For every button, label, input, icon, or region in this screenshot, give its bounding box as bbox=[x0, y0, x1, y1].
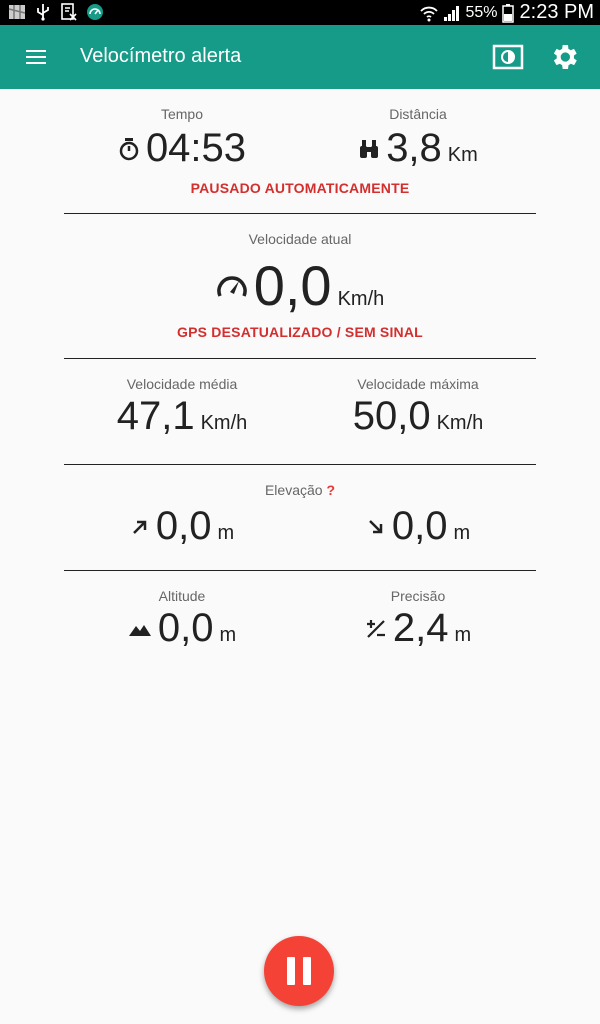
plus-minus-icon bbox=[366, 619, 385, 638]
elevation-label: Elevação bbox=[264, 482, 323, 498]
elevation-header: Elevação ? bbox=[64, 482, 536, 498]
app-bar: Velocímetro alerta bbox=[0, 25, 600, 89]
system-status: 55% 2:23 PM bbox=[419, 0, 594, 25]
time-label: Tempo bbox=[160, 106, 204, 122]
precision-block: Precisão 2,4 m bbox=[300, 588, 536, 651]
brightness-button[interactable] bbox=[492, 43, 524, 71]
avg-speed-label: Velocidade média bbox=[126, 376, 238, 392]
speedometer-app-icon bbox=[87, 4, 103, 20]
mountain-icon bbox=[128, 624, 151, 636]
elevation-down-block: 0,0 m bbox=[300, 504, 536, 549]
prescription-icon bbox=[61, 3, 77, 21]
speed-stats-section: Velocidade média 47,1 Km/h Velocidade má… bbox=[64, 376, 536, 456]
usb-icon bbox=[37, 4, 49, 21]
divider bbox=[64, 358, 536, 359]
distance-block: Distância 3,8 Km bbox=[300, 106, 536, 171]
arrow-up-right-icon bbox=[132, 520, 147, 534]
elevation-down-unit: m bbox=[453, 522, 471, 544]
arrow-down-right-icon bbox=[368, 519, 383, 533]
signal-icon bbox=[444, 5, 460, 21]
current-speed-unit: Km/h bbox=[337, 288, 385, 310]
altitude-precision-section: Altitude 0,0 m Precisão 2,4 m bbox=[64, 588, 536, 668]
divider bbox=[64, 213, 536, 214]
altitude-unit: m bbox=[219, 624, 237, 646]
max-speed-block: Velocidade máxima 50,0 Km/h bbox=[300, 376, 536, 439]
stopwatch-icon bbox=[119, 137, 139, 160]
battery-icon bbox=[501, 3, 514, 23]
clock: 2:23 PM bbox=[519, 1, 594, 23]
elevation-section: Elevação ? 0,0 m 0,0 m bbox=[64, 482, 536, 562]
status-bar: 55% 2:23 PM bbox=[0, 0, 600, 25]
pause-button[interactable] bbox=[264, 936, 334, 1006]
map-icon bbox=[8, 5, 26, 19]
question-icon[interactable]: ? bbox=[326, 482, 336, 498]
time-value: 04:53 bbox=[145, 126, 247, 170]
precision-value: 2,4 bbox=[392, 606, 449, 650]
distance-label: Distância bbox=[389, 106, 447, 122]
auto-pause-alert: PAUSADO AUTOMATICAMENTE bbox=[190, 180, 410, 196]
menu-button[interactable] bbox=[20, 45, 52, 69]
max-speed-label: Velocidade máxima bbox=[357, 376, 479, 392]
divider bbox=[64, 570, 536, 571]
pause-icon bbox=[287, 957, 295, 985]
battery-percent: 55% bbox=[465, 3, 498, 21]
max-speed-unit: Km/h bbox=[436, 412, 484, 434]
precision-unit: m bbox=[454, 624, 472, 646]
gps-alert: GPS DESATUALIZADO / SEM SINAL bbox=[177, 324, 423, 340]
app-title: Velocímetro alerta bbox=[80, 45, 242, 67]
distance-value: 3,8 bbox=[386, 126, 442, 170]
wifi-icon bbox=[420, 6, 439, 21]
binoculars-icon bbox=[360, 139, 379, 158]
settings-gear-icon[interactable] bbox=[548, 41, 580, 73]
elevation-up-unit: m bbox=[217, 522, 235, 544]
elevation-down-value: 0,0 bbox=[391, 504, 448, 548]
avg-speed-value: 47,1 bbox=[116, 394, 195, 438]
altitude-value: 0,0 bbox=[157, 606, 214, 650]
distance-unit: Km bbox=[447, 144, 478, 166]
time-block: Tempo 04:53 bbox=[64, 106, 300, 171]
current-speed-value: 0,0 bbox=[253, 254, 332, 317]
precision-label: Precisão bbox=[390, 588, 446, 604]
notification-icons bbox=[8, 3, 104, 21]
current-speed-section: Velocidade atual 0,0 Km/h GPS DESATUALIZ… bbox=[64, 231, 536, 351]
avg-speed-unit: Km/h bbox=[200, 412, 248, 434]
avg-speed-block: Velocidade média 47,1 Km/h bbox=[64, 376, 300, 439]
current-speed-label: Velocidade atual bbox=[248, 231, 352, 247]
elevation-up-value: 0,0 bbox=[155, 504, 212, 548]
speedometer-icon bbox=[216, 275, 247, 297]
elevation-up-block: 0,0 m bbox=[64, 504, 300, 549]
divider bbox=[64, 464, 536, 465]
max-speed-value: 50,0 bbox=[352, 394, 431, 438]
altitude-block: Altitude 0,0 m bbox=[64, 588, 300, 651]
time-distance-section: Tempo 04:53 Distância 3,8 Km PAUSADO AUT… bbox=[64, 106, 536, 206]
altitude-label: Altitude bbox=[158, 588, 206, 604]
